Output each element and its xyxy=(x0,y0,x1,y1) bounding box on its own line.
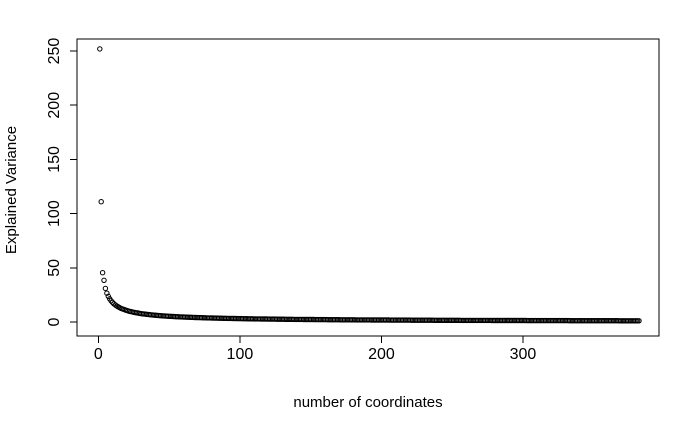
y-axis-label: Explained Variance xyxy=(3,125,20,255)
x-axis-label: number of coordinates xyxy=(293,394,443,411)
x-tick-label: 200 xyxy=(368,346,395,363)
y-tick-label: 250 xyxy=(46,38,63,65)
y-tick-label: 0 xyxy=(46,317,63,326)
x-tick-label: 100 xyxy=(227,346,254,363)
x-tick-label: 0 xyxy=(94,346,103,363)
y-tick-label: 200 xyxy=(46,92,63,119)
data-point xyxy=(97,46,103,52)
y-tick-label: 100 xyxy=(46,200,63,227)
data-point xyxy=(101,277,107,283)
data-point xyxy=(104,290,110,296)
data-point xyxy=(99,270,106,276)
y-tick-label: 150 xyxy=(46,146,63,173)
data-point xyxy=(98,199,104,205)
data-point xyxy=(102,285,109,292)
data-point xyxy=(636,318,642,324)
y-tick-label: 50 xyxy=(46,259,63,277)
x-tick-label: 300 xyxy=(510,346,537,363)
plot-box xyxy=(76,38,660,337)
